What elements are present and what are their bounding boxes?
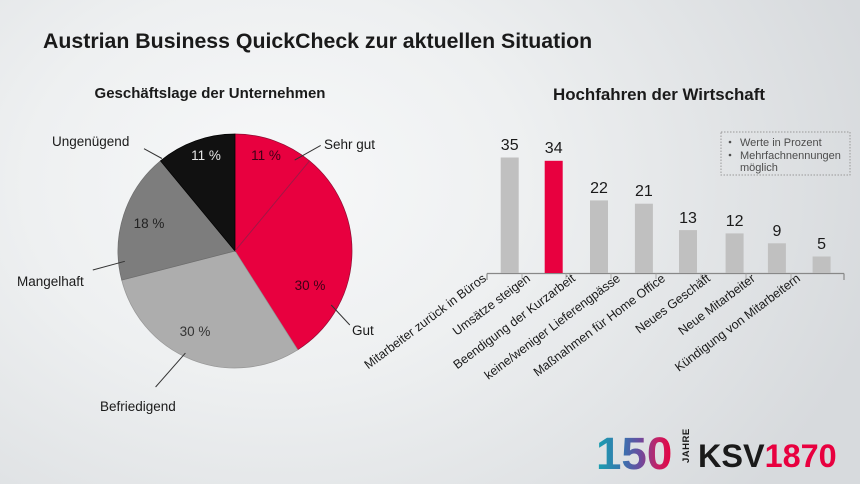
svg-text:35: 35: [501, 137, 519, 154]
svg-text:Neue Mitarbeiter: Neue Mitarbeiter: [676, 271, 758, 338]
svg-text:11 %: 11 %: [251, 148, 281, 163]
svg-text:Mehrfachnennungen: Mehrfachnennungen: [740, 150, 841, 162]
svg-text:KSV1870: KSV1870: [698, 438, 837, 474]
svg-text:22: 22: [590, 180, 608, 197]
svg-text:Umsätze steigen: Umsätze steigen: [450, 271, 533, 338]
svg-text:Gut: Gut: [352, 323, 374, 338]
svg-text:13: 13: [679, 210, 697, 227]
svg-text:möglich: möglich: [740, 162, 778, 174]
svg-text:Ungenügend: Ungenügend: [52, 134, 129, 149]
svg-text:34: 34: [545, 140, 563, 157]
svg-text:Werte in Prozent: Werte in Prozent: [740, 137, 822, 149]
svg-text:30 %: 30 %: [295, 278, 326, 293]
svg-text:Mangelhaft: Mangelhaft: [17, 274, 84, 289]
svg-text:12: 12: [726, 213, 744, 230]
svg-text:Neues Geschäft: Neues Geschäft: [633, 271, 713, 336]
svg-text:11 %: 11 %: [191, 148, 221, 163]
svg-text:Befriedigend: Befriedigend: [100, 399, 176, 414]
svg-text:18 %: 18 %: [134, 216, 165, 231]
svg-text:JAHRE: JAHRE: [681, 428, 692, 463]
svg-text:Sehr gut: Sehr gut: [324, 137, 375, 152]
svg-text:5: 5: [817, 236, 826, 253]
svg-text:30 %: 30 %: [180, 324, 211, 339]
svg-text:150: 150: [596, 428, 672, 479]
svg-text:9: 9: [772, 223, 781, 240]
svg-text:21: 21: [635, 183, 653, 200]
